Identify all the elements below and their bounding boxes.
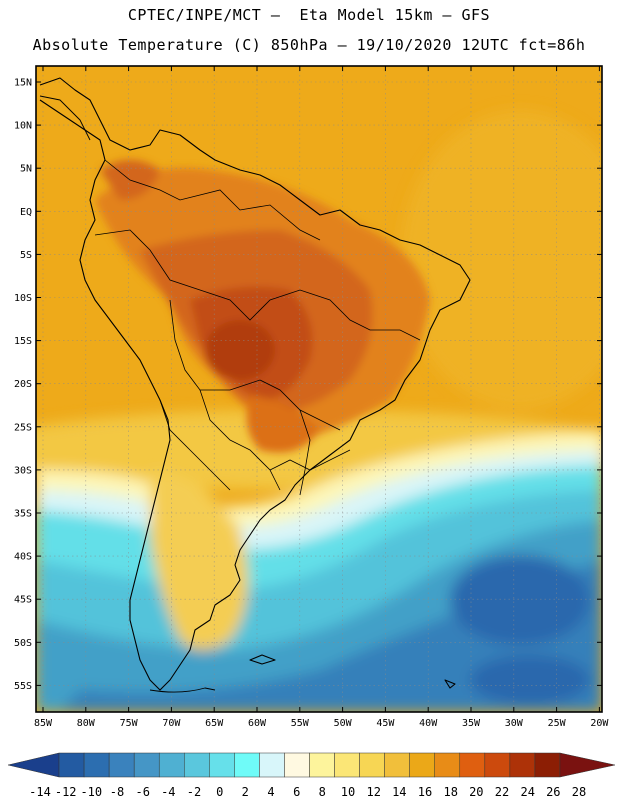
- colorbar-label: 10: [341, 785, 355, 799]
- colorbar-swatch: [158, 752, 185, 778]
- colorbar-swatch: [184, 752, 210, 778]
- lat-label: 25S: [14, 422, 32, 433]
- colorbar: -14 -12 -10 -8 -6 -4 -2 0 2 4 6 8 10 12 14 16 18 20 22 24 26…: [7, 752, 616, 799]
- map-title-line1: CPTEC/INPE/MCT – Eta Model 15km – GFS: [127, 6, 491, 24]
- colorbar-swatch: [359, 752, 385, 778]
- lat-label: EQ: [20, 207, 32, 218]
- map-title-line2: Absolute Temperature (C) 850hPa – 19/10/…: [32, 36, 586, 54]
- colorbar-swatch: [83, 752, 110, 778]
- colorbar-label: 0: [216, 785, 223, 799]
- colorbar-swatch: [234, 752, 260, 778]
- lat-label: 40S: [14, 552, 32, 563]
- colorbar-label: -2: [187, 785, 201, 799]
- colorbar-swatch: [509, 752, 536, 778]
- colorbar-swatch: [559, 752, 616, 778]
- colorbar-swatch: [334, 752, 360, 778]
- lon-label: 35W: [462, 718, 481, 729]
- lat-label: 15S: [14, 336, 32, 347]
- colorbar-label: 12: [366, 785, 380, 799]
- colorbar-label: -14: [29, 785, 51, 799]
- colorbar-swatch: [58, 752, 85, 778]
- colorbar-swatch: [133, 752, 160, 778]
- colorbar-swatch: [484, 752, 511, 778]
- colorbar-label: 18: [443, 785, 457, 799]
- lon-label: 30W: [505, 718, 524, 729]
- colorbar-swatch: [259, 752, 285, 778]
- latitude-labels: 15N 10N 5N EQ 5S 10S 15S 20S 25S 30S 35S 40S 45S 50S 5…: [14, 78, 602, 692]
- lon-label: 70W: [162, 718, 181, 729]
- colorbar-label: 24: [520, 785, 534, 799]
- longitude-labels: 85W 80W 75W 70W 65W 60W 55W 50W 45W 40W 35W 30W 25W 2…: [34, 66, 609, 729]
- colorbar-label: -12: [55, 785, 77, 799]
- lon-label: 55W: [291, 718, 310, 729]
- lat-label: 10N: [14, 121, 32, 132]
- colorbar-swatch: [459, 752, 486, 778]
- lon-label: 20W: [590, 718, 609, 729]
- colorbar-label: 20: [469, 785, 483, 799]
- colorbar-swatch: [284, 752, 310, 778]
- lat-label: 45S: [14, 595, 32, 606]
- colorbar-label: -8: [110, 785, 124, 799]
- lon-label: 75W: [120, 718, 139, 729]
- colorbar-label: -4: [161, 785, 175, 799]
- colorbar-swatch: [434, 752, 461, 778]
- colorbar-swatch: [108, 752, 135, 778]
- colorbar-swatch: [384, 752, 410, 778]
- colorbar-swatch: [309, 752, 335, 778]
- lat-label: 5S: [20, 250, 32, 261]
- colorbar-label: -10: [80, 785, 102, 799]
- lon-label: 80W: [77, 718, 96, 729]
- colorbar-label: 16: [418, 785, 432, 799]
- temperature-field: [36, 66, 602, 712]
- colorbar-swatch: [534, 752, 561, 778]
- coastline: [39, 77, 471, 693]
- country-borders: [94, 159, 421, 496]
- map-frame: [35, 65, 603, 713]
- colorbar-label: 6: [293, 785, 300, 799]
- lon-label: 25W: [548, 718, 567, 729]
- lat-label: 30S: [14, 465, 32, 476]
- colorbar-swatch: [209, 752, 235, 778]
- lat-label: 10S: [14, 293, 32, 304]
- colorbar-label: -6: [135, 785, 149, 799]
- lon-label: 40W: [419, 718, 438, 729]
- lat-label: 15N: [14, 78, 32, 89]
- lat-label: 5N: [20, 164, 32, 175]
- colorbar-swatch: [409, 752, 435, 778]
- colorbar-swatch: [7, 752, 60, 778]
- lat-label: 55S: [14, 681, 32, 692]
- colorbar-label: 28: [572, 785, 586, 799]
- lon-label: 45W: [376, 718, 395, 729]
- lon-label: 60W: [248, 718, 267, 729]
- colorbar-label: 8: [319, 785, 326, 799]
- lat-label: 50S: [14, 638, 32, 649]
- lon-label: 50W: [334, 718, 353, 729]
- lon-label: 85W: [34, 718, 53, 729]
- lat-label: 20S: [14, 379, 32, 390]
- colorbar-label: 14: [392, 785, 406, 799]
- lon-label: 65W: [205, 718, 224, 729]
- lat-label: 35S: [14, 509, 32, 520]
- colorbar-label: 26: [546, 785, 560, 799]
- colorbar-label: 2: [242, 785, 249, 799]
- colorbar-label: 4: [267, 785, 274, 799]
- colorbar-label: 22: [495, 785, 509, 799]
